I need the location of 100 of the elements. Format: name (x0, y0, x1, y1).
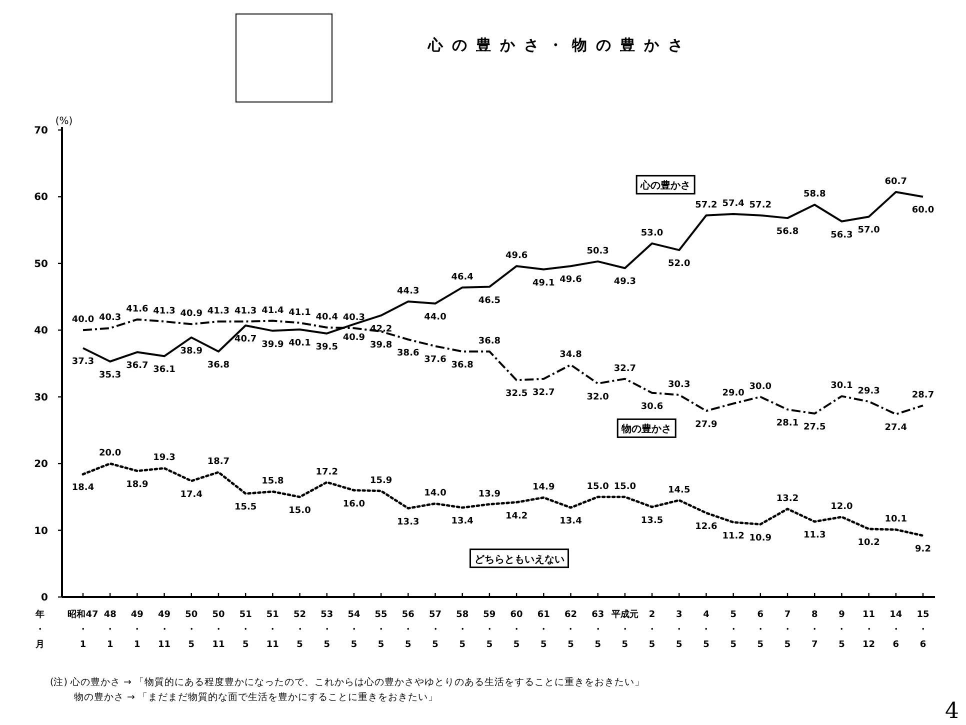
data-label: 36.7 (126, 361, 148, 372)
x-tick-label: 48・1 (104, 610, 116, 650)
data-label: 36.8 (207, 360, 230, 370)
data-label: 15.9 (370, 476, 392, 486)
data-label: 14.9 (532, 482, 555, 493)
data-label: 14.5 (668, 485, 690, 496)
data-label: 15.5 (234, 502, 257, 513)
data-label: 40.0 (72, 315, 94, 326)
data-label: 60.7 (884, 177, 908, 188)
data-label: 40.1 (288, 338, 311, 348)
data-label: 46.5 (478, 296, 501, 306)
data-label: 13.3 (397, 517, 420, 528)
data-label: 36.1 (153, 365, 176, 376)
data-label: 16.0 (342, 499, 366, 510)
x-tick-label: 59・5 (483, 610, 496, 650)
text: 物の豊かさ → 「まだまだ物質的な面で生活を豊かにすることに重きをおきたい」 (74, 691, 438, 703)
x-tick-label: 53・5 (320, 610, 334, 650)
x-tick-label: 14・6 (890, 610, 902, 650)
x-tick-label: 昭和47・1 (68, 609, 98, 650)
x-tick-label: 55・5 (374, 610, 388, 650)
x-tick-label: 62・5 (564, 610, 578, 650)
data-label: 18.4 (72, 483, 94, 494)
y-tick-label: 40 (34, 326, 48, 337)
data-label: 40.9 (342, 333, 366, 344)
data-label: 9.2 (915, 544, 931, 555)
data-label: 30.6 (640, 402, 664, 412)
data-label: 27.9 (695, 420, 718, 430)
x-tick-label: 50・11 (212, 610, 225, 650)
data-label: 40.9 (180, 309, 202, 320)
data-label: 41.1 (288, 308, 311, 318)
x-tick-label: 49・11 (158, 610, 171, 650)
data-label: 13.4 (451, 516, 474, 527)
x-tick-label: 50・5 (185, 610, 198, 650)
data-label: 12.6 (695, 522, 718, 532)
data-label: 13.9 (478, 489, 501, 500)
data-label: 38.9 (180, 346, 202, 356)
data-label: 27.5 (804, 422, 826, 433)
data-label: 57.4 (722, 199, 744, 210)
data-label: 10.9 (749, 533, 772, 544)
text: 心の豊かさ (640, 180, 691, 192)
x-tick-label: 56・5 (402, 610, 414, 650)
data-label: 56.3 (830, 230, 853, 240)
data-label: 57.2 (749, 200, 772, 210)
data-label: 49.3 (614, 277, 636, 288)
data-label: 28.1 (776, 418, 799, 429)
data-label: 14.0 (424, 488, 446, 499)
x-tick-label: 3・5 (674, 610, 684, 650)
x-tick-label: 15・6 (916, 610, 930, 650)
x-tick-label: 11・12 (862, 610, 876, 650)
x-tick-label: 平成元・5 (610, 609, 638, 650)
data-label: 29.0 (722, 388, 744, 399)
x-tick-label: 7・5 (783, 610, 792, 650)
text: (注) 心の豊かさ → 「物質的にある程度豊かになったので、これからは心の豊かさやゆとりのある生活をすることに重きをおきたい」 (50, 676, 644, 688)
data-label: 53.0 (640, 228, 664, 238)
data-label: 44.0 (424, 312, 446, 322)
data-label: 13.5 (640, 516, 664, 526)
data-label: 40.7 (234, 334, 257, 344)
data-label: 10.1 (884, 514, 908, 525)
data-label: 15.0 (288, 506, 311, 516)
data-label: 41.4 (262, 306, 284, 316)
data-label: 49.6 (560, 275, 582, 286)
data-label: 37.6 (424, 355, 446, 366)
data-label: 38.6 (397, 348, 420, 358)
y-axis-title: (%) (55, 116, 73, 127)
data-label: 14.2 (505, 511, 528, 522)
data-label: 39.5 (316, 342, 338, 352)
text: 物の豊かさ (620, 423, 672, 436)
data-label: 50.3 (586, 246, 609, 256)
x-tick-label: 9・5 (837, 610, 846, 650)
x-tick-label: 63・5 (592, 610, 604, 650)
data-label: 36.8 (478, 336, 501, 346)
data-label: 57.2 (695, 200, 718, 210)
data-label: 32.7 (614, 364, 636, 374)
data-label: 32.7 (532, 388, 555, 398)
data-label: 44.3 (397, 286, 420, 296)
data-label: 39.9 (262, 340, 284, 350)
x-tick-label: 8・7 (810, 610, 820, 650)
data-label: 29.3 (858, 386, 880, 397)
data-label: 41.6 (126, 304, 148, 314)
data-label: 17.4 (180, 490, 202, 500)
data-label: 10.2 (858, 538, 880, 548)
text: 年・月 (34, 609, 44, 650)
x-tick-label: 49・1 (130, 610, 144, 650)
y-tick-label: 50 (34, 258, 48, 270)
x-tick-label: 52・5 (294, 610, 306, 650)
data-label: 12.0 (830, 502, 853, 512)
data-label: 41.3 (153, 306, 176, 316)
data-label: 30.1 (830, 381, 853, 392)
data-label: 36.8 (451, 360, 474, 370)
data-label: 30.0 (749, 382, 772, 392)
data-label: 40.3 (98, 313, 122, 324)
data-label: 13.2 (776, 494, 799, 504)
data-label: 11.3 (804, 530, 826, 541)
data-label: 20.0 (98, 448, 122, 459)
y-tick-label: 0 (41, 592, 48, 604)
x-tick-label: 51・5 (239, 610, 252, 650)
data-label: 13.4 (560, 516, 582, 527)
data-label: 34.8 (560, 350, 582, 360)
data-label: 30.3 (668, 380, 690, 390)
data-label: 56.8 (776, 227, 799, 238)
